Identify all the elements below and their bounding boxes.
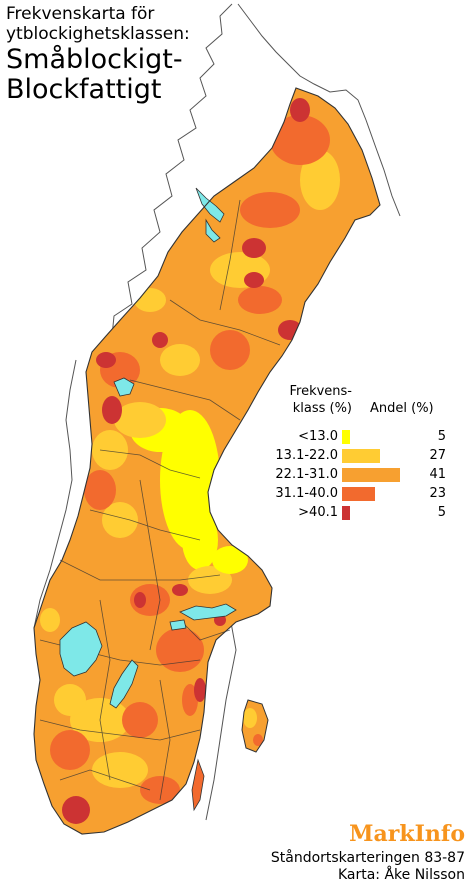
title-line-1: Frekvenskarta för [6,4,155,24]
frequency-cell [300,150,340,210]
frequency-cell [244,272,264,288]
legend-share-value: 5 [437,505,446,520]
lake-malaren [179,603,237,621]
legend: Frekvens- klass (%) Andel (%) <13.0 5 13.1… [262,383,462,533]
legend-class-label: 22.1-31.0 [275,467,338,482]
frequency-cell [182,684,198,716]
frequency-cell [102,396,122,424]
title-line-4: Blockfattigt [6,74,162,105]
lake-north-2 [205,218,221,243]
legend-share-header: Andel (%) [370,401,434,416]
title-line-3: Småblockigt- [6,44,183,75]
legend-class-header-line2: klass (%) [292,401,352,416]
frequency-cell [194,678,206,702]
legend-row: 31.1-40.0 23 [262,485,462,503]
lake-tornetrask [195,187,225,223]
lake-vattern [109,659,139,709]
frequency-cell [210,330,250,370]
credit-author: Karta: Åke Nilsson [337,867,465,883]
frequency-cell [40,608,60,632]
frequency-cell [238,286,282,314]
brand-logo: MarkInfo [349,821,465,847]
title-line-2: ytblockighetsklassen: [6,24,190,44]
legend-share-value: 41 [429,467,446,482]
frequency-cell [92,430,128,470]
frequency-cell [152,332,168,348]
lakes [59,187,237,709]
frequency-cell [62,796,90,824]
neighbor-outline [33,3,401,821]
lake-storsjon [113,377,135,397]
frequency-cell [240,192,300,228]
frequency-cell [172,584,188,596]
legend-share-value: 27 [429,448,446,463]
lake-vanern [59,621,103,677]
legend-class-header: Frekvens- klass (%) [272,383,352,417]
legend-class-label: >40.1 [298,505,338,520]
oland-outline [191,758,205,812]
frequency-cell [278,320,302,340]
frequency-cell [242,238,266,258]
frequency-cell [188,566,232,594]
legend-row: 13.1-22.0 27 [262,447,462,465]
legend-row: <13.0 5 [262,428,462,446]
frequency-cell [270,115,330,165]
lake-hjalmaren [169,619,187,631]
credit-source: Ståndortskarteringen 83-87 [270,850,465,866]
frequency-cell [54,684,86,716]
gotland-outline [241,699,269,753]
legend-row: 22.1-31.0 41 [262,466,462,484]
frequency-cell [122,702,158,738]
frequency-cell [114,402,166,438]
legend-bar [342,468,400,482]
frequency-cell [156,628,204,672]
legend-bar [342,487,375,501]
county-borders [39,199,281,801]
frequency-cell [96,352,116,368]
legend-class-label: 13.1-22.0 [275,448,338,463]
frequency-cell [84,470,116,510]
legend-class-label: <13.0 [298,429,338,444]
frequency-cell [140,776,180,804]
frequency-cell [160,344,200,376]
legend-share-value: 5 [437,429,446,444]
frequency-cell [50,730,90,770]
legend-class-header-line1: Frekvens- [289,384,352,399]
legend-row: >40.1 5 [262,504,462,522]
frequency-cell [290,98,310,122]
map-title: Frekvenskarta för ytblockighetsklassen: … [6,4,190,104]
frequency-cell [212,546,248,574]
frequency-cell [134,592,146,608]
legend-share-value: 23 [429,486,446,501]
legend-bar [342,430,350,444]
legend-bar [342,506,350,520]
frequency-cell [102,502,138,538]
frequency-cell [92,752,148,788]
sweden-outline [33,87,381,835]
legend-bar [342,449,380,463]
legend-class-label: 31.1-40.0 [275,486,338,501]
